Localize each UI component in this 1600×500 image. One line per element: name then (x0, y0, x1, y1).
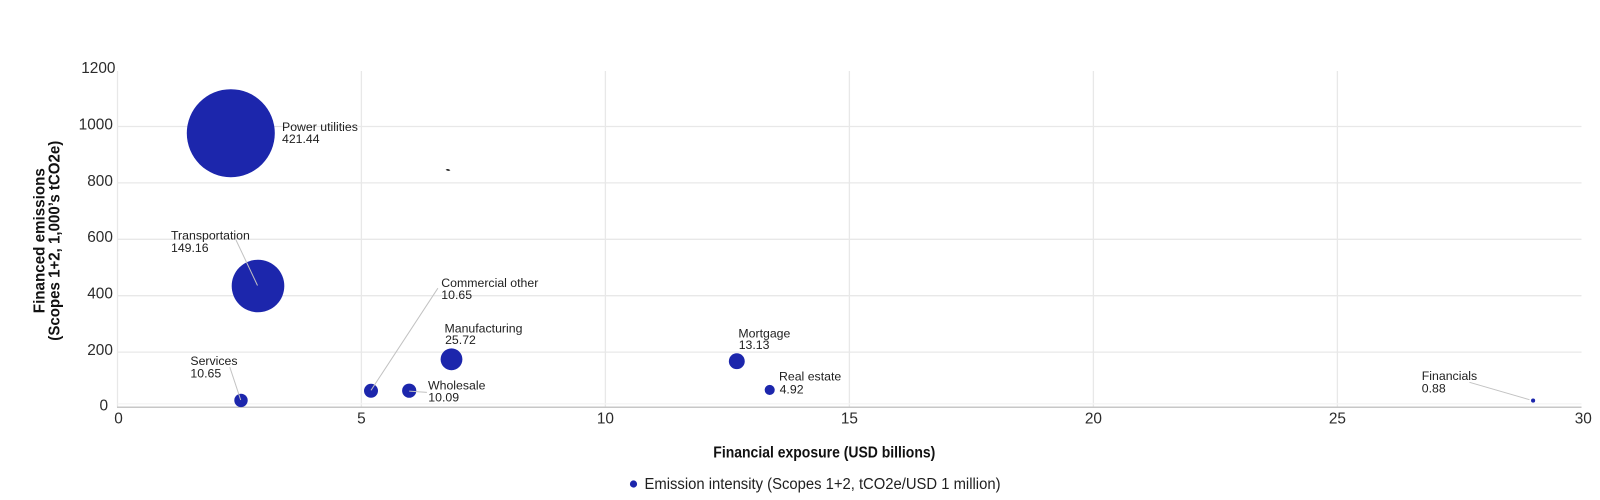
svg-text:(Scopes 1+2, 1,000’s tCO2e): (Scopes 1+2, 1,000’s tCO2e) (47, 141, 64, 341)
svg-text:4.92: 4.92 (780, 383, 804, 397)
svg-text:800: 800 (87, 173, 113, 190)
svg-text:Financed emissions: Financed emissions (31, 168, 48, 313)
svg-text:30: 30 (1575, 410, 1592, 427)
svg-text:Services: Services (190, 354, 237, 368)
svg-text:421.44: 421.44 (282, 132, 320, 146)
svg-text:0.88: 0.88 (1422, 382, 1446, 396)
svg-text:600: 600 (87, 229, 113, 246)
svg-text:Mortgage: Mortgage (738, 326, 790, 340)
svg-text:Wholesale: Wholesale (428, 379, 486, 393)
svg-text:20: 20 (1085, 410, 1102, 427)
svg-text:149.16: 149.16 (171, 241, 209, 255)
svg-text:5: 5 (357, 410, 366, 427)
svg-text:0: 0 (99, 398, 108, 415)
svg-text:Power utilities: Power utilities (282, 120, 358, 134)
svg-text:Transportation: Transportation (171, 229, 250, 243)
svg-text:10.65: 10.65 (441, 288, 472, 302)
svg-text:1000: 1000 (79, 116, 113, 133)
svg-text:25: 25 (1329, 410, 1346, 427)
svg-text:Manufacturing: Manufacturing (445, 321, 523, 335)
svg-text:Financials: Financials (1422, 369, 1477, 383)
svg-text:Financial exposure (USD billio: Financial exposure (USD billions) (713, 445, 935, 462)
svg-text:Real estate: Real estate (779, 370, 841, 384)
svg-text:Commercial other: Commercial other (441, 276, 538, 290)
svg-text:Emission intensity (Scopes 1+2: Emission intensity (Scopes 1+2, tCO2e/US… (645, 476, 1001, 493)
svg-text:400: 400 (87, 286, 113, 303)
svg-text:200: 200 (87, 342, 113, 359)
svg-text:10.65: 10.65 (190, 367, 221, 381)
svg-text:1200: 1200 (81, 60, 115, 77)
svg-text:13.13: 13.13 (739, 338, 770, 352)
svg-text:10: 10 (597, 410, 614, 427)
svg-text:25.72: 25.72 (445, 333, 476, 347)
svg-text:10.09: 10.09 (428, 390, 459, 404)
svg-text:15: 15 (841, 410, 858, 427)
svg-text:0: 0 (114, 410, 123, 427)
